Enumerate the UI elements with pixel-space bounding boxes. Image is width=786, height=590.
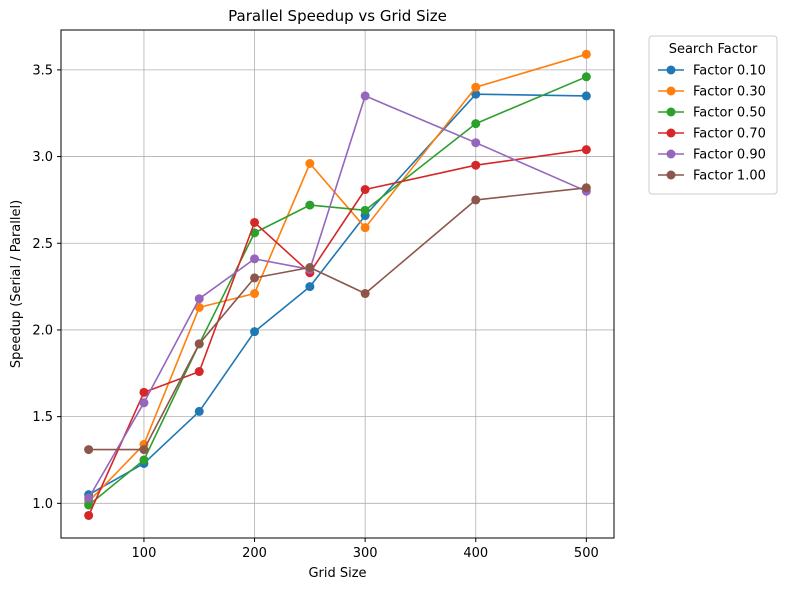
legend-item: Factor 0.50 — [658, 106, 766, 121]
chart-title: Parallel Speedup vs Grid Size — [228, 7, 447, 25]
x-ticks: 100 200 300 400 500 — [132, 538, 599, 561]
data-point — [305, 200, 315, 210]
data-point — [581, 91, 591, 101]
data-point — [581, 49, 591, 59]
legend-label: Factor 0.90 — [693, 148, 766, 163]
data-point — [581, 145, 591, 155]
y-tick-label: 2.5 — [32, 237, 53, 252]
series-5 — [84, 183, 591, 455]
series-2 — [84, 72, 591, 510]
series-line — [88, 76, 587, 506]
y-tick-label: 2.0 — [32, 323, 53, 338]
data-point — [139, 455, 149, 465]
y-tick-label: 1.5 — [32, 410, 53, 425]
legend-label: Factor 0.50 — [693, 106, 766, 121]
data-point — [84, 493, 94, 503]
x-tick-label: 300 — [353, 546, 378, 561]
x-tick-label: 100 — [132, 546, 157, 561]
legend-item: Factor 0.30 — [658, 85, 766, 100]
series-layer — [84, 49, 591, 520]
data-point — [139, 445, 149, 455]
legend-item: Factor 0.70 — [658, 127, 766, 142]
data-point — [360, 205, 370, 215]
data-point — [471, 119, 481, 129]
data-point — [250, 289, 260, 299]
legend-label: Factor 0.70 — [693, 127, 766, 142]
plot-frame — [60, 29, 615, 539]
series-line — [88, 187, 587, 451]
legend-marker — [666, 107, 676, 117]
x-tick-label: 500 — [574, 546, 599, 561]
data-point — [84, 510, 94, 520]
y-ticks: 1.0 1.5 2.0 2.5 3.0 3.5 — [32, 63, 61, 512]
x-axis-label: Grid Size — [308, 566, 366, 581]
legend-label: Factor 0.10 — [693, 64, 766, 79]
data-point — [250, 217, 260, 227]
data-point — [250, 273, 260, 283]
data-point — [360, 223, 370, 233]
data-point — [194, 339, 204, 349]
data-point — [194, 367, 204, 377]
data-point — [305, 282, 315, 292]
series-line — [88, 53, 587, 503]
data-point — [139, 398, 149, 408]
legend-marker — [666, 86, 676, 96]
legend-item: Factor 1.00 — [658, 169, 766, 184]
legend-title: Search Factor — [669, 42, 758, 57]
y-axis-label: Speedup (Serial / Parallel) — [9, 200, 24, 368]
legend-label: Factor 0.30 — [693, 85, 766, 100]
data-point — [471, 138, 481, 148]
data-point — [194, 294, 204, 304]
data-point — [360, 289, 370, 299]
y-tick-label: 3.0 — [32, 150, 53, 165]
data-point — [84, 500, 94, 510]
legend-items: Factor 0.10 Factor 0.30 Factor 0.50 Factor … — [658, 64, 766, 184]
data-point — [250, 327, 260, 337]
y-tick-label: 1.0 — [32, 497, 53, 512]
data-point — [581, 72, 591, 82]
data-point — [139, 387, 149, 397]
data-point — [360, 185, 370, 195]
data-point — [360, 91, 370, 101]
data-point — [305, 159, 315, 169]
x-tick-label: 200 — [242, 546, 267, 561]
legend-marker — [666, 65, 676, 75]
series-line — [87, 148, 587, 516]
data-point — [471, 89, 481, 99]
data-point — [471, 160, 481, 170]
data-point — [194, 406, 204, 416]
data-point — [250, 254, 260, 264]
legend-marker — [666, 170, 676, 180]
data-point — [84, 445, 94, 455]
data-point — [471, 82, 481, 92]
data-point — [581, 183, 591, 193]
data-point — [194, 302, 204, 312]
legend-marker — [666, 128, 676, 138]
series-line — [88, 95, 587, 499]
legend-marker — [666, 149, 676, 159]
legend-item: Factor 0.10 — [658, 64, 766, 79]
data-point — [305, 263, 315, 273]
series-line — [88, 93, 587, 496]
x-tick-label: 400 — [463, 546, 488, 561]
y-tick-label: 3.5 — [32, 63, 53, 78]
legend-label: Factor 1.00 — [693, 169, 766, 184]
legend-item: Factor 0.90 — [658, 148, 766, 163]
data-point — [471, 195, 481, 205]
grid-lines — [61, 30, 614, 538]
